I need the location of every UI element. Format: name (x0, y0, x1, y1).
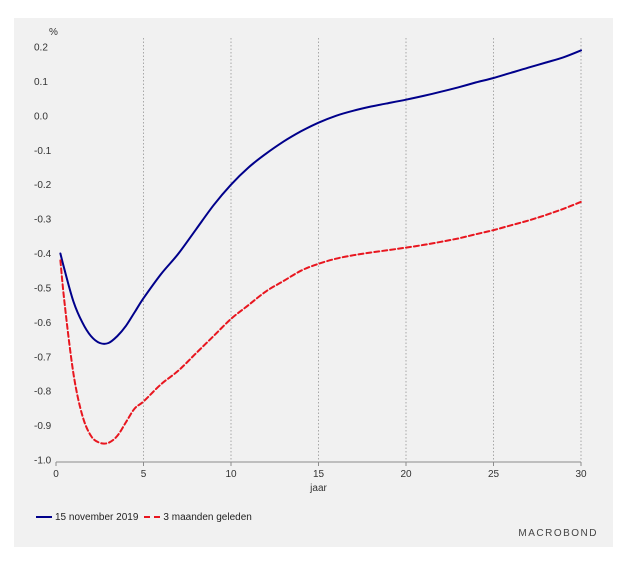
y-tick-label: -0.8 (34, 387, 52, 398)
y-tick-label: -0.5 (34, 283, 52, 294)
x-tick-label: 15 (313, 469, 325, 480)
legend-item-series-1: 15 november 2019 (36, 512, 138, 523)
legend-item-series-2: 3 maanden geleden (144, 511, 252, 523)
x-axis-ticks: 0 5 10 15 20 25 30 (53, 462, 587, 480)
y-tick-label: -1.0 (34, 456, 52, 467)
y-tick-label: -0.7 (34, 352, 52, 363)
series-line-1 (59, 49, 582, 345)
x-tick-label: 5 (141, 469, 147, 480)
y-axis-ticks: 0.2 0.1 0.0 -0.1 -0.2 -0.3 -0.4 -0.5 -0.6 -0.7 -0.… (34, 43, 52, 467)
y-axis-unit-label: % (49, 27, 58, 38)
y-tick-label: -0.3 (34, 215, 52, 226)
x-axis-title: jaar (309, 483, 327, 494)
legend-label-series-1: 15 november 2019 (55, 511, 139, 523)
x-tick-label: 30 (575, 469, 587, 480)
series-line-2 (59, 200, 582, 445)
macrobond-logo: MACROBOND (518, 528, 598, 539)
legend-label-series-2: 3 maanden geleden (163, 511, 252, 523)
legend-swatch-dashed (144, 516, 161, 518)
chart-panel (14, 18, 613, 547)
y-tick-label: 0.1 (34, 77, 48, 88)
y-tick-label: -0.9 (34, 421, 52, 432)
x-tick-label: 25 (488, 469, 500, 480)
grid-lines (143, 38, 582, 460)
y-tick-label: -0.4 (34, 249, 52, 260)
series-lines (59, 49, 582, 445)
x-tick-label: 0 (53, 469, 59, 480)
y-tick-label: -0.1 (34, 146, 52, 157)
legend-swatch-solid (36, 516, 52, 518)
y-tick-label: -0.6 (34, 318, 52, 329)
y-tick-label: 0.0 (34, 111, 48, 122)
legend: 15 november 2019 3 maanden geleden (36, 510, 252, 524)
x-tick-label: 20 (400, 469, 412, 480)
y-tick-label: 0.2 (34, 43, 48, 54)
x-tick-label: 10 (225, 469, 237, 480)
y-tick-label: -0.2 (34, 180, 52, 191)
